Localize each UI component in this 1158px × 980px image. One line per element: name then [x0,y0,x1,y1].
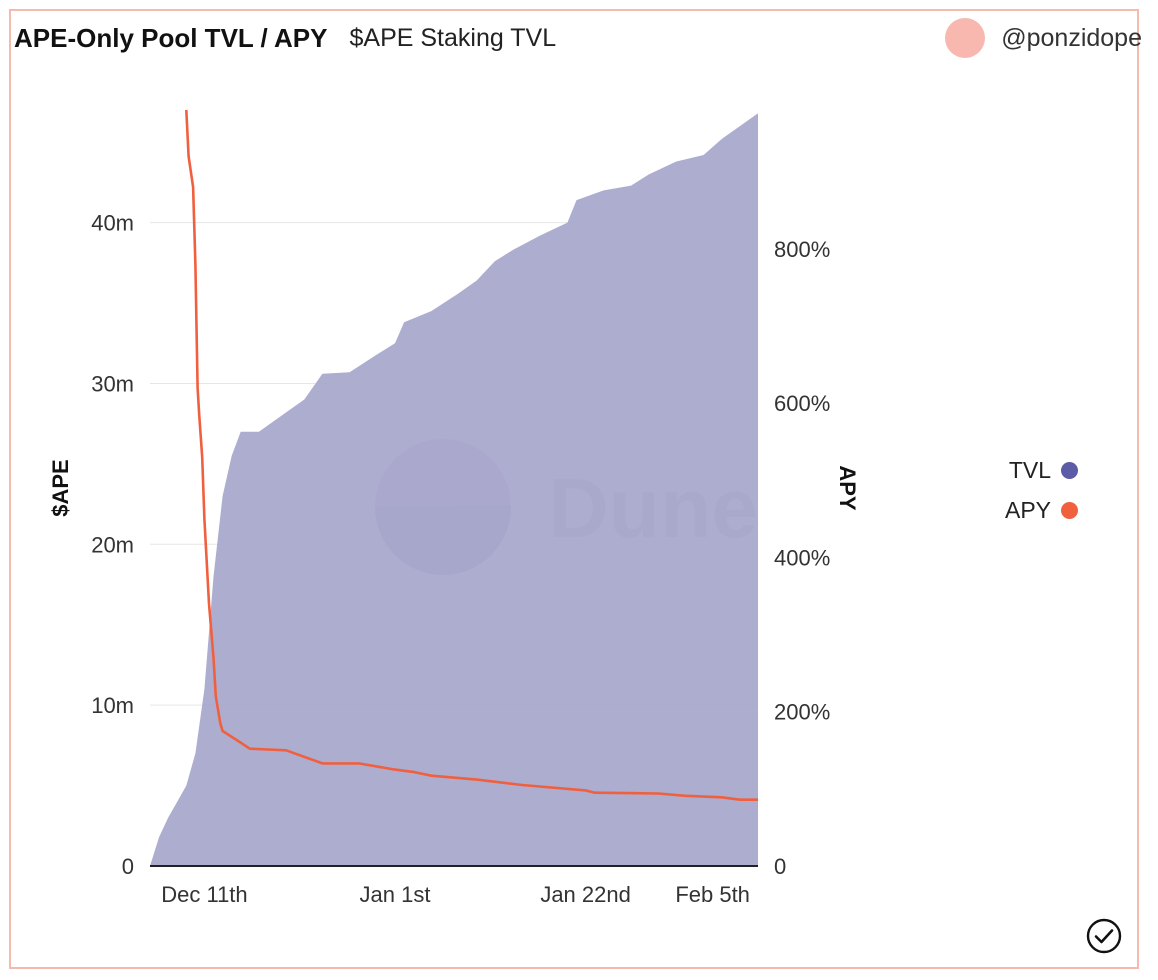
chart-title: APE-Only Pool TVL / APY [14,22,328,53]
author-badge[interactable]: @ponzidope [945,18,1142,58]
tvl-series [150,113,758,866]
y-right-tick-label: 600% [774,391,830,416]
legend-label-apy: APY [1005,496,1052,523]
axes: 0 10m 20m 30m 40m 0 200% 400% 600% 800% Dec 11th Ja… [48,211,860,907]
y-right-axis-label: APY [835,465,860,511]
avatar [945,18,986,58]
y-left-tick-label: 20m [91,532,134,557]
legend-dot-apy [1061,501,1079,519]
legend-label-tvl: TVL [1008,456,1052,483]
y-left-tick-label: 10m [91,693,134,718]
check-circle-icon[interactable] [1086,918,1122,954]
y-right-tick-label: 0 [774,854,786,879]
y-left-tick-label: 0 [122,854,134,879]
y-left-tick-label: 30m [91,371,134,396]
x-tick-label: Jan 22nd [540,882,631,907]
author-name[interactable]: @ponzidope [1001,23,1142,52]
chart-header: APE-Only Pool TVL / APY $APE Staking TVL… [14,18,1142,58]
legend-item-tvl[interactable]: TVL [1005,450,1079,490]
apy-series [185,109,758,801]
y-right-tick-label: 200% [774,700,830,725]
chart-subtitle: $APE Staking TVL [349,23,557,52]
legend-dot-tvl [1061,461,1079,479]
legend: TVL APY [1005,450,1079,530]
x-tick-label: Jan 1st [360,882,431,907]
y-left-tick-label: 40m [91,211,134,236]
x-tick-label: Feb 5th [675,882,750,907]
legend-item-apy[interactable]: APY [1005,490,1079,530]
y-left-axis-label: $APE [48,459,73,516]
x-tick-label: Dec 11th [161,882,247,907]
y-right-tick-label: 800% [774,237,830,262]
tvl-area [150,113,758,866]
apy-line [185,109,758,801]
y-right-tick-label: 400% [774,545,830,570]
